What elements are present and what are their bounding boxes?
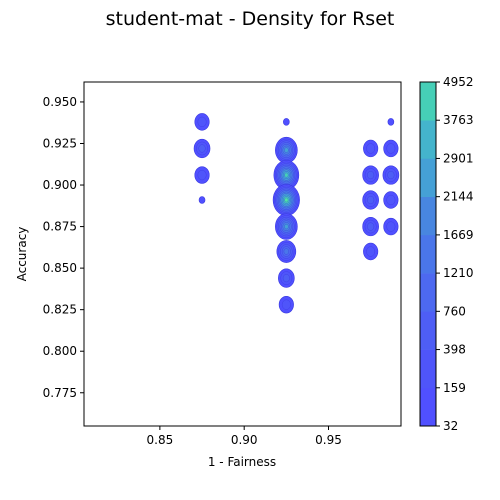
plot-frame	[83, 81, 402, 427]
density-blob	[278, 268, 295, 288]
x-tick-label: 0.90	[231, 433, 258, 447]
contour-level	[197, 116, 207, 127]
density-blob	[383, 139, 399, 158]
density-blob	[276, 240, 297, 263]
density-blob	[278, 295, 294, 314]
y-tick-label: 0.875	[43, 220, 77, 234]
contour-level	[284, 172, 289, 178]
contour-level	[283, 118, 290, 126]
colorbar-segment	[420, 120, 436, 159]
contour-level	[366, 246, 376, 257]
contour-level	[281, 299, 291, 310]
contour-level	[282, 274, 290, 283]
y-tick-label: 0.950	[43, 95, 77, 109]
density-blob	[387, 118, 395, 126]
density-blob	[198, 196, 206, 204]
colorbar-frame	[419, 81, 437, 427]
colorbar-segment	[420, 311, 436, 350]
contour-level	[386, 194, 396, 206]
x-axis-label: 1 - Fairness	[208, 455, 276, 469]
y-tick-label: 0.775	[43, 386, 77, 400]
colorbar-segment	[420, 387, 436, 427]
colorbar-tick-label: 1669	[443, 228, 474, 242]
contour-level	[198, 144, 206, 153]
colorbar-tick-label: 4952	[443, 75, 474, 89]
density-blob	[275, 213, 298, 240]
density-blob	[194, 166, 210, 184]
contour-level	[283, 248, 289, 255]
density-blob	[362, 216, 379, 237]
density-blob	[382, 165, 400, 185]
colorbar-segment	[420, 349, 436, 389]
contour-level	[366, 143, 376, 154]
density-blob	[194, 113, 210, 131]
y-tick-label: 0.900	[43, 178, 77, 192]
y-tick-label: 0.850	[43, 261, 77, 275]
contour-level	[387, 171, 395, 180]
colorbar-tick-label: 2144	[443, 190, 474, 204]
density-blob	[383, 217, 399, 236]
y-axis: 0.775 0.800 0.825 0.850 0.875 0.900 0.925 0.950	[43, 95, 84, 400]
colorbar-tick-label: 2901	[443, 151, 474, 165]
y-tick-label: 0.800	[43, 344, 77, 358]
contour-level	[198, 196, 206, 204]
contour-level	[197, 169, 207, 181]
chart-title: student-mat - Density for Rset	[106, 8, 395, 30]
density-blob	[283, 118, 290, 126]
density-blob	[362, 165, 379, 185]
y-axis-label: Accuracy	[15, 227, 29, 282]
density-contours	[193, 113, 400, 314]
density-blob	[193, 138, 211, 159]
colorbar-segment	[420, 234, 436, 274]
x-tick-label: 0.85	[147, 433, 174, 447]
contour-level	[284, 223, 289, 230]
colorbar-tick-label: 159	[443, 381, 466, 395]
colorbar-segment	[420, 158, 436, 197]
contour-level	[386, 143, 396, 154]
colorbar-segment	[420, 273, 436, 312]
contour-level	[367, 195, 375, 204]
colorbar: 32 159 398 760 1210 1669 2144 2901 3763 4952	[419, 75, 474, 433]
x-axis: 0.85 0.90 0.95	[147, 426, 342, 447]
contour-level	[367, 171, 375, 180]
density-blob	[275, 136, 298, 164]
contour-level	[284, 147, 289, 153]
contour-level	[386, 221, 396, 232]
density-blob	[383, 191, 399, 209]
contour-level	[284, 197, 289, 203]
colorbar-tick-label: 398	[443, 343, 466, 357]
contour-level	[367, 222, 375, 231]
colorbar-tick-label: 760	[443, 304, 466, 318]
y-tick-label: 0.925	[43, 136, 77, 150]
x-tick-label: 0.95	[315, 433, 342, 447]
y-tick-label: 0.825	[43, 303, 77, 317]
density-blob	[272, 184, 300, 216]
density-blob	[363, 242, 379, 261]
colorbar-tick-label: 32	[443, 419, 458, 433]
density-blob	[363, 139, 379, 158]
colorbar-tick-label: 3763	[443, 113, 474, 127]
colorbar-segment	[420, 196, 436, 236]
density-blob	[362, 190, 379, 210]
contour-level	[387, 118, 395, 126]
colorbar-tick-label: 1210	[443, 266, 474, 280]
colorbar-segment	[420, 82, 436, 121]
